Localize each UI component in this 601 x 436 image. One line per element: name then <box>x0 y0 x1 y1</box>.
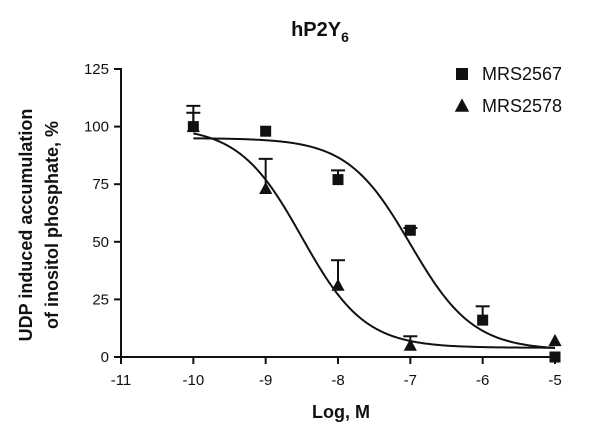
legend-label-mrs2578: MRS2578 <box>482 96 562 116</box>
axes: -11 -10 -9 -8 -7 -6 -5 0 25 50 75 100 125 <box>84 61 562 389</box>
y-axis-label: UDP induced accumulation of inositol pho… <box>16 109 62 342</box>
y-axis-label-line-1: UDP induced accumulation <box>16 109 36 342</box>
y-tick-label: 75 <box>92 176 109 193</box>
legend-marker-mrs2578 <box>454 98 470 112</box>
y-axis-label-line-2: of inositol phosphate, % <box>42 121 62 329</box>
chart-title: hP2Y6 <box>291 19 349 45</box>
legend-marker-mrs2567 <box>456 68 468 80</box>
x-tick-label: -6 <box>476 372 489 389</box>
legend-label-mrs2567: MRS2567 <box>482 64 562 84</box>
fit-curve-mrs2578 <box>193 132 555 349</box>
data-point-mrs2578 <box>331 278 345 291</box>
y-tick-label: 25 <box>92 291 109 308</box>
fit-curve-mrs2567 <box>193 137 556 349</box>
data-points <box>186 119 562 363</box>
y-tick-label: 0 <box>101 349 109 366</box>
data-point-mrs2578 <box>186 119 200 132</box>
data-point-mrs2567 <box>404 224 416 236</box>
x-tick-label: -5 <box>548 372 561 389</box>
data-point-mrs2567 <box>260 125 272 137</box>
x-tick-label: -8 <box>331 372 344 389</box>
legend: MRS2567 MRS2578 <box>454 64 562 116</box>
chart-title-subscript: 6 <box>341 29 349 45</box>
x-tick-label: -10 <box>182 372 204 389</box>
x-tick-label: -7 <box>404 372 417 389</box>
error-bars <box>186 104 490 346</box>
x-tick-label: -11 <box>111 372 132 389</box>
y-tick-label: 50 <box>92 234 109 251</box>
chart-title-main: hP2Y <box>291 19 342 41</box>
data-point-mrs2567 <box>549 351 561 363</box>
data-point-mrs2567 <box>477 314 489 326</box>
y-tick-label: 100 <box>84 119 109 136</box>
fit-curves <box>193 132 556 349</box>
data-point-mrs2578 <box>548 333 562 347</box>
y-tick-label: 125 <box>84 61 109 78</box>
x-axis-label: Log, M <box>312 402 370 422</box>
data-point-mrs2578 <box>259 181 273 194</box>
data-point-mrs2578 <box>403 338 417 351</box>
x-tick-label: -9 <box>259 372 272 389</box>
data-point-mrs2567 <box>332 174 344 186</box>
